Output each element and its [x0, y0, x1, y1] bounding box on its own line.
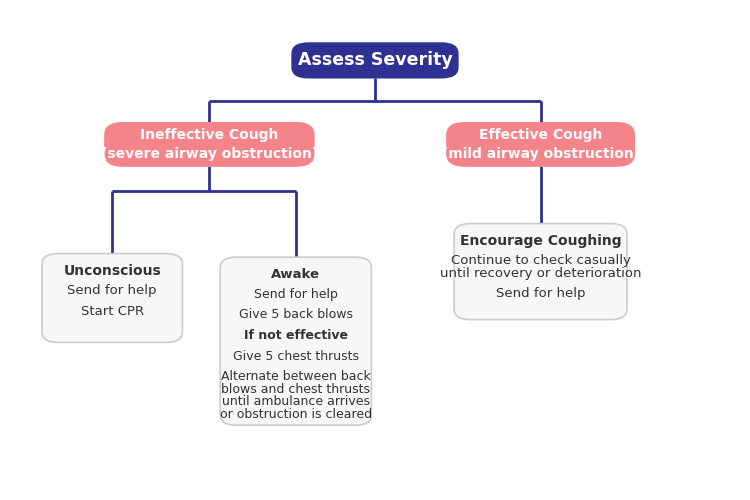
- FancyBboxPatch shape: [447, 123, 634, 166]
- FancyBboxPatch shape: [292, 43, 458, 78]
- Text: If not effective: If not effective: [244, 329, 348, 342]
- FancyBboxPatch shape: [454, 224, 627, 320]
- Text: Effective Cough
(mild airway obstruction): Effective Cough (mild airway obstruction…: [442, 128, 640, 161]
- Text: or obstruction is cleared: or obstruction is cleared: [220, 408, 372, 420]
- Text: Send for help: Send for help: [68, 284, 157, 297]
- Text: Send for help: Send for help: [496, 287, 585, 300]
- Text: blows and chest thrusts: blows and chest thrusts: [221, 382, 370, 396]
- Text: Unconscious: Unconscious: [63, 264, 161, 278]
- Text: Send for help: Send for help: [254, 288, 338, 300]
- Text: Continue to check casually: Continue to check casually: [451, 254, 631, 267]
- Text: Give 5 back blows: Give 5 back blows: [238, 308, 352, 322]
- Text: Awake: Awake: [272, 268, 320, 281]
- Text: until ambulance arrives: until ambulance arrives: [222, 395, 370, 408]
- FancyBboxPatch shape: [42, 254, 182, 342]
- FancyBboxPatch shape: [220, 257, 371, 425]
- Text: Encourage Coughing: Encourage Coughing: [460, 234, 622, 248]
- Text: Start CPR: Start CPR: [81, 304, 144, 318]
- FancyBboxPatch shape: [105, 123, 314, 166]
- Text: Alternate between back: Alternate between back: [221, 370, 370, 383]
- Text: Give 5 chest thrusts: Give 5 chest thrusts: [232, 350, 358, 362]
- Text: Ineffective Cough
(severe airway obstruction): Ineffective Cough (severe airway obstruc…: [100, 128, 318, 161]
- Text: until recovery or deterioration: until recovery or deterioration: [440, 266, 641, 280]
- Text: Assess Severity: Assess Severity: [298, 52, 452, 70]
